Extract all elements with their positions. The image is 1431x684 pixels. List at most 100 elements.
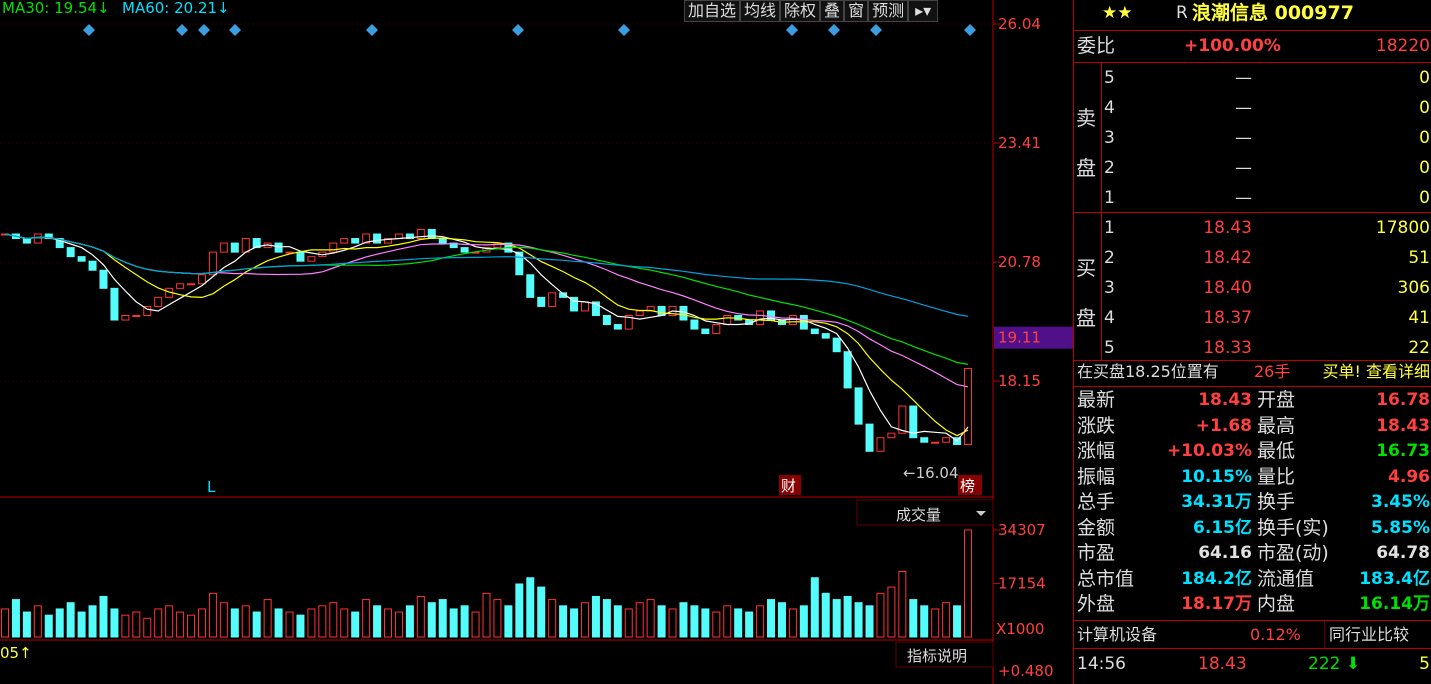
volume-bar	[690, 605, 699, 638]
line	[1074, 360, 1431, 361]
level: 2	[1104, 158, 1115, 178]
volume-bar	[613, 605, 622, 638]
candle	[416, 228, 425, 240]
level: 2	[1104, 248, 1115, 268]
text: 26手	[1254, 362, 1291, 381]
line	[1074, 30, 1431, 31]
candle	[931, 441, 940, 444]
volume-bar	[909, 599, 918, 638]
weibi-row: 委比 +100.00% 18220	[1074, 32, 1431, 60]
help-label: 指标说明	[907, 647, 967, 665]
stat-label: 外盘	[1077, 593, 1116, 615]
ma-label: MA30: 19.54↓	[2, 0, 110, 17]
candle	[55, 238, 64, 249]
ma-label: MA60: 20.21↓	[122, 0, 230, 17]
volume-bar	[526, 577, 535, 638]
candle	[241, 238, 250, 253]
volume-bar	[591, 595, 600, 638]
toolbar-button[interactable]: 均线	[740, 0, 781, 22]
volume-bar	[143, 617, 152, 638]
notice: 在买盘18.25位置有 26手 买单! 查看详细	[1074, 358, 1431, 386]
vline	[1101, 62, 1102, 360]
stat-value: 18.43	[1376, 415, 1430, 436]
volume-bar	[471, 611, 480, 638]
stat-value: 5.85%	[1371, 517, 1430, 538]
candle	[143, 305, 152, 316]
line	[1074, 386, 1431, 387]
candle	[373, 233, 382, 244]
book-row: 5 18.33 22	[1074, 334, 1431, 362]
stat-row: 金额 6.15亿 换手(实) 5.85%	[1074, 516, 1431, 541]
stat-value: 4.96	[1388, 466, 1430, 487]
book-row: 2 — 0	[1074, 154, 1431, 182]
side-label: 盘	[1076, 306, 1096, 330]
volume-bar	[701, 608, 710, 638]
stat-value: 184.2亿	[1181, 568, 1252, 589]
toolbar-button[interactable]: ▸▾	[908, 0, 939, 22]
candle	[427, 228, 436, 240]
candle	[701, 328, 710, 335]
book-row: 3 — 0	[1074, 124, 1431, 152]
candle	[920, 437, 929, 443]
toolbar-button[interactable]: 预测	[868, 0, 909, 22]
toolbar-button[interactable]: 除权	[780, 0, 821, 22]
candle	[208, 251, 217, 276]
candle	[340, 238, 349, 244]
volume-bar	[920, 605, 929, 638]
candle	[559, 292, 568, 298]
candle	[537, 296, 546, 307]
volume-bar	[340, 608, 349, 638]
volume-bar	[515, 583, 524, 638]
volume-bar	[187, 614, 196, 638]
stat-value: 16.73	[1376, 441, 1430, 461]
candle	[176, 283, 185, 289]
price-tick-label: 23.41	[998, 134, 1041, 152]
level: 4	[1104, 98, 1115, 118]
marker: L	[207, 478, 216, 496]
event-markers	[83, 24, 976, 36]
price: 18.37	[1203, 308, 1252, 328]
volume-bar	[351, 611, 360, 638]
price: 18.43	[1203, 218, 1252, 238]
stat-row: 市盈 64.16 市盈(动) 64.78	[1074, 541, 1431, 566]
volume-bar	[285, 611, 294, 638]
book-row: 4 — 0	[1074, 94, 1431, 122]
candle	[548, 292, 557, 307]
moving-average	[4, 233, 969, 317]
stat-label: 换手(实)	[1257, 516, 1329, 539]
time: 14:56	[1077, 654, 1126, 674]
indicator-label: 05↑	[0, 644, 32, 662]
candle	[351, 238, 360, 244]
volume-bar	[887, 586, 896, 638]
candle	[602, 314, 611, 326]
candle	[307, 256, 316, 262]
volume-bar	[449, 608, 458, 638]
stat-value: 18.43	[1198, 390, 1252, 410]
stat-label: 总手	[1077, 491, 1116, 513]
stat-label: 最低	[1257, 440, 1296, 462]
volume-bar	[263, 599, 272, 638]
help-button[interactable]	[895, 641, 994, 668]
volume-bar	[734, 608, 743, 638]
price: —	[1235, 188, 1252, 208]
volume-bar	[942, 602, 951, 638]
volume: 41	[1408, 308, 1430, 328]
stat-label: 量比	[1257, 465, 1296, 488]
current-price: 19.11	[998, 329, 1041, 347]
toolbar-button[interactable]: 窗	[844, 0, 869, 22]
candle	[865, 423, 874, 452]
toolbar-button[interactable]: 加自选	[684, 0, 741, 22]
toolbar-button[interactable]: 叠	[820, 0, 845, 22]
volume-bar	[176, 611, 185, 638]
stat-value: 64.16	[1198, 543, 1252, 563]
level: 5	[1104, 68, 1115, 88]
volume-title-box[interactable]	[856, 499, 994, 526]
price-tick-label: 20.78	[998, 253, 1041, 271]
volume-bar	[493, 599, 502, 638]
compare-button[interactable]: 同行业比较	[1324, 621, 1413, 649]
stat-row: 总市值 184.2亿 流通值 183.4亿	[1074, 567, 1431, 592]
line	[1074, 212, 1431, 213]
candle	[898, 405, 907, 434]
volume: 306	[1397, 278, 1430, 298]
link[interactable]: 买单! 查看详细	[1322, 362, 1430, 381]
